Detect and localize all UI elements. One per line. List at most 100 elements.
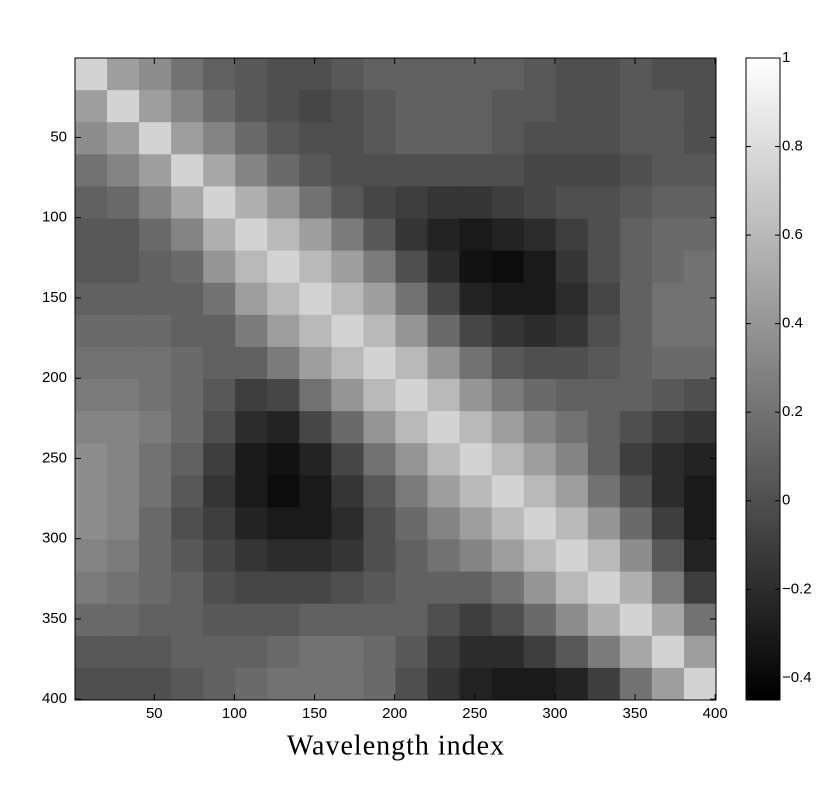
heatmap-cell xyxy=(427,635,461,669)
heatmap-cell xyxy=(331,122,364,155)
heatmap-cell xyxy=(235,90,268,123)
heatmap-cell xyxy=(171,58,204,91)
heatmap-cell xyxy=(171,443,204,476)
heatmap-cell xyxy=(395,603,429,637)
heatmap-cell xyxy=(459,443,493,476)
heatmap-cell xyxy=(139,154,172,187)
heatmap-cell xyxy=(139,475,172,508)
heatmap-cell xyxy=(203,250,236,284)
heatmap-cell xyxy=(523,443,557,476)
heatmap-cell xyxy=(587,603,621,637)
heatmap-cell xyxy=(235,186,268,219)
heatmap-cell xyxy=(683,539,717,573)
heatmap-cell xyxy=(139,346,172,380)
heatmap-cell xyxy=(331,282,364,316)
heatmap-cell xyxy=(171,667,204,701)
heatmap-cell xyxy=(139,282,172,316)
heatmap-cell xyxy=(331,667,364,701)
heatmap-cell xyxy=(171,507,204,540)
heatmap-cell xyxy=(619,571,653,605)
heatmap-cell xyxy=(427,282,461,316)
x-tick-label: 250 xyxy=(462,705,487,722)
y-tick-label: 400 xyxy=(42,690,67,707)
heatmap-cell xyxy=(683,603,717,637)
heatmap-cell xyxy=(427,443,461,476)
heatmap-cell xyxy=(555,90,589,123)
heatmap-cell xyxy=(651,186,685,219)
heatmap-cell xyxy=(555,475,589,508)
y-tick-label: 50 xyxy=(50,128,67,145)
heatmap-cell xyxy=(587,314,621,348)
heatmap-cell xyxy=(395,667,429,701)
heatmap-cell xyxy=(299,314,332,348)
heatmap-cell xyxy=(459,186,493,219)
heatmap-cell xyxy=(267,314,300,348)
heatmap-cell xyxy=(107,411,140,444)
heatmap-cell xyxy=(107,635,140,669)
heatmap-cell xyxy=(683,443,717,476)
y-tick-label: 100 xyxy=(42,209,67,226)
colorbar-tick-label: 0.4 xyxy=(782,315,803,332)
heatmap-cell xyxy=(395,507,429,540)
heatmap-cell xyxy=(459,667,493,701)
heatmap-cell xyxy=(75,443,108,476)
heatmap-cell xyxy=(107,58,140,91)
heatmap-cell xyxy=(363,314,396,348)
heatmap-cell xyxy=(427,379,461,412)
heatmap-cell xyxy=(299,411,332,444)
heatmap-cell xyxy=(75,250,108,284)
heatmap-cell xyxy=(683,379,717,412)
heatmap-cell xyxy=(75,58,108,91)
heatmap-cell xyxy=(331,571,364,605)
heatmap-cell xyxy=(459,475,493,508)
heatmap-cell xyxy=(203,667,236,701)
heatmap-cell xyxy=(267,603,300,637)
heatmap-cell xyxy=(523,314,557,348)
heatmap-cell xyxy=(331,186,364,219)
heatmap-cell xyxy=(459,507,493,540)
heatmap-cell xyxy=(235,475,268,508)
heatmap-cell xyxy=(139,218,172,252)
heatmap-cell xyxy=(619,58,653,91)
heatmap-cell xyxy=(299,122,332,155)
heatmap-cell xyxy=(491,603,525,637)
heatmap-cell xyxy=(587,282,621,316)
heatmap-cell xyxy=(651,379,685,412)
heatmap-cell xyxy=(235,379,268,412)
heatmap-cell xyxy=(363,379,396,412)
heatmap-cell xyxy=(331,443,364,476)
heatmap-cell xyxy=(107,539,140,573)
heatmap-cell xyxy=(75,507,108,540)
heatmap-cell xyxy=(427,667,461,701)
x-tick-label: 100 xyxy=(222,705,247,722)
heatmap-cell xyxy=(587,122,621,155)
heatmap-cell xyxy=(523,539,557,573)
heatmap-cell xyxy=(619,218,653,252)
heatmap-cell xyxy=(619,282,653,316)
colorbar-tick-label: 1 xyxy=(782,49,790,66)
heatmap-cell xyxy=(683,58,717,91)
heatmap-cell xyxy=(683,475,717,508)
heatmap-cell xyxy=(555,411,589,444)
heatmap-cell xyxy=(203,154,236,187)
heatmap-cell xyxy=(395,90,429,123)
heatmap-cell xyxy=(491,475,525,508)
heatmap-cell xyxy=(107,443,140,476)
heatmap-cell xyxy=(75,667,108,701)
heatmap-cell xyxy=(299,90,332,123)
heatmap-cell xyxy=(651,218,685,252)
heatmap-cell xyxy=(171,379,204,412)
heatmap-cell xyxy=(331,603,364,637)
heatmap-cell xyxy=(555,539,589,573)
heatmap-cell xyxy=(331,154,364,187)
heatmap-cell xyxy=(395,475,429,508)
heatmap-cell xyxy=(235,635,268,669)
heatmap-cell xyxy=(235,443,268,476)
heatmap-cell xyxy=(555,218,589,252)
heatmap-cell xyxy=(299,186,332,219)
heatmap-cell xyxy=(683,250,717,284)
heatmap-cell xyxy=(107,379,140,412)
heatmap-cell xyxy=(427,507,461,540)
heatmap-cell xyxy=(299,507,332,540)
heatmap-cell xyxy=(267,411,300,444)
